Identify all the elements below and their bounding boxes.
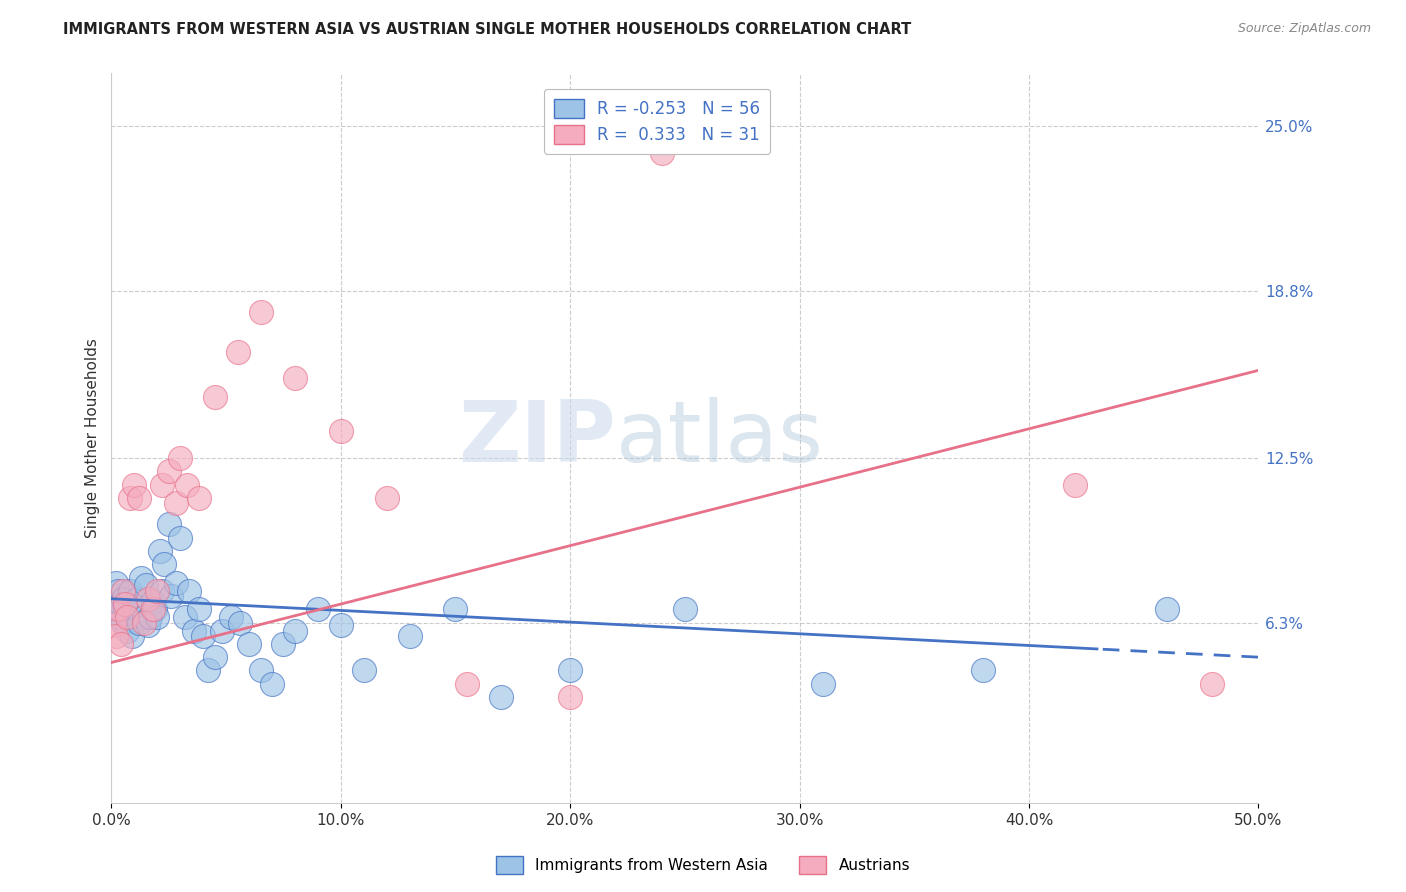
Point: [197, 664, 219, 678]
Point: [1063, 477, 1085, 491]
Point: [114, 597, 136, 611]
Point: [143, 602, 166, 616]
Point: [560, 690, 582, 704]
Point: [110, 637, 132, 651]
Point: [107, 583, 129, 598]
Point: [169, 531, 191, 545]
Y-axis label: Single Mother Households: Single Mother Households: [86, 338, 100, 538]
Point: [136, 591, 159, 606]
Point: [111, 615, 134, 630]
Point: [673, 602, 696, 616]
Point: [260, 677, 283, 691]
Point: [157, 517, 180, 532]
Point: [444, 602, 467, 616]
Point: [375, 491, 398, 505]
Text: Source: ZipAtlas.com: Source: ZipAtlas.com: [1237, 22, 1371, 36]
Point: [118, 583, 141, 598]
Point: [284, 371, 307, 385]
Point: [146, 610, 169, 624]
Point: [229, 615, 252, 630]
Point: [204, 390, 226, 404]
Point: [146, 583, 169, 598]
Point: [329, 618, 352, 632]
Legend: Immigrants from Western Asia, Austrians: Immigrants from Western Asia, Austrians: [489, 850, 917, 880]
Point: [107, 610, 129, 624]
Point: [353, 664, 375, 678]
Point: [129, 570, 152, 584]
Point: [103, 589, 125, 603]
Point: [149, 544, 172, 558]
Point: [150, 583, 173, 598]
Point: [1156, 602, 1178, 616]
Point: [107, 602, 129, 616]
Point: [456, 677, 478, 691]
Point: [132, 615, 155, 630]
Point: [811, 677, 834, 691]
Point: [128, 491, 150, 505]
Point: [103, 618, 125, 632]
Point: [124, 477, 146, 491]
Point: [114, 602, 136, 616]
Point: [142, 594, 165, 608]
Text: ZIP: ZIP: [458, 397, 616, 480]
Point: [105, 629, 128, 643]
Point: [183, 624, 205, 638]
Point: [173, 610, 195, 624]
Point: [179, 583, 201, 598]
Point: [176, 477, 198, 491]
Legend: R = -0.253   N = 56, R =  0.333   N = 31: R = -0.253 N = 56, R = 0.333 N = 31: [544, 88, 770, 153]
Point: [142, 602, 165, 616]
Text: IMMIGRANTS FROM WESTERN ASIA VS AUSTRIAN SINGLE MOTHER HOUSEHOLDS CORRELATION CH: IMMIGRANTS FROM WESTERN ASIA VS AUSTRIAN…: [63, 22, 911, 37]
Point: [398, 629, 420, 643]
Point: [204, 650, 226, 665]
Point: [169, 450, 191, 465]
Point: [110, 597, 132, 611]
Point: [238, 637, 260, 651]
Point: [187, 491, 209, 505]
Point: [191, 629, 214, 643]
Point: [249, 305, 271, 319]
Point: [165, 575, 187, 590]
Point: [560, 664, 582, 678]
Point: [118, 491, 141, 505]
Point: [187, 602, 209, 616]
Point: [105, 602, 128, 616]
Point: [128, 615, 150, 630]
Point: [651, 145, 673, 160]
Point: [136, 618, 159, 632]
Text: atlas: atlas: [616, 397, 824, 480]
Point: [117, 624, 139, 638]
Point: [165, 496, 187, 510]
Point: [160, 589, 183, 603]
Point: [150, 477, 173, 491]
Point: [329, 425, 352, 439]
Point: [124, 599, 146, 614]
Point: [273, 637, 295, 651]
Point: [132, 610, 155, 624]
Point: [111, 591, 134, 606]
Point: [111, 583, 134, 598]
Point: [117, 610, 139, 624]
Point: [157, 464, 180, 478]
Point: [972, 664, 994, 678]
Point: [105, 575, 128, 590]
Point: [284, 624, 307, 638]
Point: [211, 624, 233, 638]
Point: [491, 690, 513, 704]
Point: [121, 629, 143, 643]
Point: [135, 578, 157, 592]
Point: [1201, 677, 1223, 691]
Point: [219, 610, 242, 624]
Point: [153, 558, 176, 572]
Point: [125, 591, 148, 606]
Point: [139, 610, 162, 624]
Point: [249, 664, 271, 678]
Point: [307, 602, 329, 616]
Point: [226, 344, 249, 359]
